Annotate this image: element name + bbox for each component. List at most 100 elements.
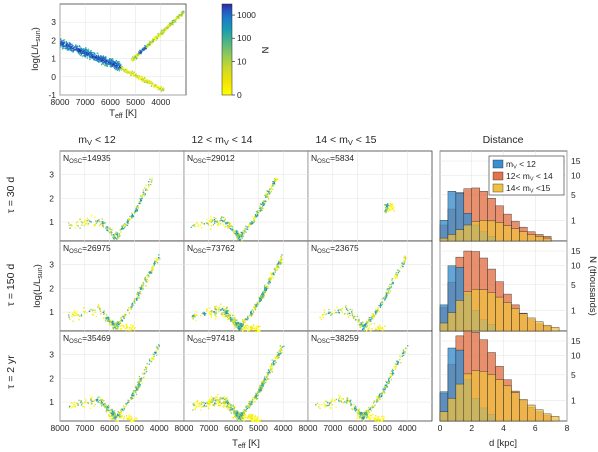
- overview-point: [157, 37, 159, 39]
- overview-point: [108, 60, 110, 62]
- hr-point: [221, 219, 223, 222]
- overview-point: [85, 49, 87, 51]
- hr-point: [266, 195, 268, 197]
- hr-point: [399, 359, 401, 361]
- hr-point: [227, 408, 229, 410]
- hr-point: [206, 403, 208, 405]
- hr-point: [255, 393, 258, 396]
- overview-point: [157, 89, 159, 91]
- overview-point: [145, 48, 147, 50]
- hr-point: [371, 328, 373, 330]
- hr-point: [381, 298, 383, 300]
- hr-y-tick-label: 1: [49, 217, 54, 227]
- overview-point: [75, 47, 77, 49]
- overview-point: [89, 57, 91, 59]
- hr-point: [202, 401, 205, 404]
- hr-point: [90, 308, 92, 311]
- hr-point: [265, 196, 267, 198]
- overview-point: [157, 87, 159, 89]
- hr-point: [387, 290, 390, 293]
- hr-point: [219, 401, 221, 403]
- overview-y-tick-label: -1: [48, 90, 56, 100]
- hr-point: [372, 404, 374, 407]
- overview-point: [181, 11, 183, 13]
- hr-point: [227, 400, 229, 403]
- hr-point: [113, 415, 116, 418]
- hr-point: [105, 405, 108, 407]
- hr-point: [263, 204, 265, 207]
- hr-point: [111, 412, 113, 415]
- hr-panel-r2c1: [59, 240, 185, 332]
- colorbar-tick-label: 1000: [237, 10, 256, 20]
- overview-point: [87, 51, 89, 53]
- hr-point: [325, 404, 328, 406]
- hr-point: [360, 322, 362, 324]
- hr-point: [403, 263, 405, 265]
- legend-entry-1: mV < 12: [506, 159, 536, 171]
- overview-point: [111, 61, 113, 63]
- overview-x-ticks: 8000 7000 6000 5000 4000: [51, 97, 171, 107]
- hr-point: [198, 405, 200, 407]
- hr-point: [144, 372, 146, 374]
- hr-point: [263, 203, 265, 205]
- hr-point: [271, 368, 273, 371]
- overview-point: [150, 81, 152, 83]
- hr-point: [260, 387, 262, 389]
- overview-point: [181, 13, 183, 15]
- overview-point: [134, 73, 136, 75]
- hr-point: [260, 295, 262, 298]
- hr-point: [377, 400, 379, 402]
- hr-point: [108, 324, 111, 326]
- overview-point: [129, 72, 131, 74]
- hr-point: [140, 378, 142, 380]
- hr-point: [212, 398, 214, 400]
- hr-point: [128, 417, 130, 419]
- hr-point: [127, 309, 129, 311]
- hr-point: [367, 413, 369, 415]
- hr-point: [245, 406, 247, 408]
- hr-point: [87, 401, 89, 404]
- hr-point: [120, 318, 122, 320]
- hr-point: [336, 306, 338, 309]
- hr-point: [279, 258, 282, 260]
- hr-point: [120, 319, 122, 322]
- hr-point: [403, 257, 405, 259]
- hr-point: [213, 218, 216, 221]
- hr-point: [111, 410, 114, 412]
- hr-point: [192, 317, 194, 320]
- hr-point: [226, 406, 228, 408]
- hr-point: [278, 267, 280, 269]
- overview-point: [139, 53, 141, 55]
- hr-point: [223, 305, 225, 308]
- hr-point: [115, 414, 117, 417]
- hr-point: [403, 261, 405, 264]
- overview-point: [97, 58, 99, 60]
- hr-point: [353, 403, 355, 405]
- hr-point: [114, 417, 116, 419]
- hr-point: [252, 416, 254, 419]
- hr-point: [381, 395, 383, 397]
- hr-point: [133, 301, 136, 303]
- hr-point: [107, 404, 110, 407]
- hr-point: [119, 322, 122, 324]
- hr-point: [371, 406, 373, 408]
- hr-point: [227, 312, 229, 315]
- hr-point: [140, 287, 142, 290]
- hist-y-tick-label: 15: [571, 156, 581, 166]
- hr-point: [100, 313, 102, 315]
- hr-point: [138, 382, 141, 384]
- overview-point: [71, 50, 73, 52]
- overview-point: [80, 52, 83, 54]
- overview-x-tick-label: 7000: [76, 97, 95, 107]
- hr-point: [129, 306, 132, 308]
- hr-x-tick-label: 6000: [224, 423, 243, 433]
- hr-point: [268, 193, 271, 195]
- hr-point: [381, 327, 384, 330]
- hr-point: [220, 216, 223, 219]
- hr-point: [397, 269, 399, 271]
- overview-point: [178, 14, 180, 16]
- hr-point: [151, 357, 153, 360]
- hr-point: [280, 262, 283, 264]
- hr-point: [225, 316, 228, 318]
- overview-point: [91, 56, 94, 58]
